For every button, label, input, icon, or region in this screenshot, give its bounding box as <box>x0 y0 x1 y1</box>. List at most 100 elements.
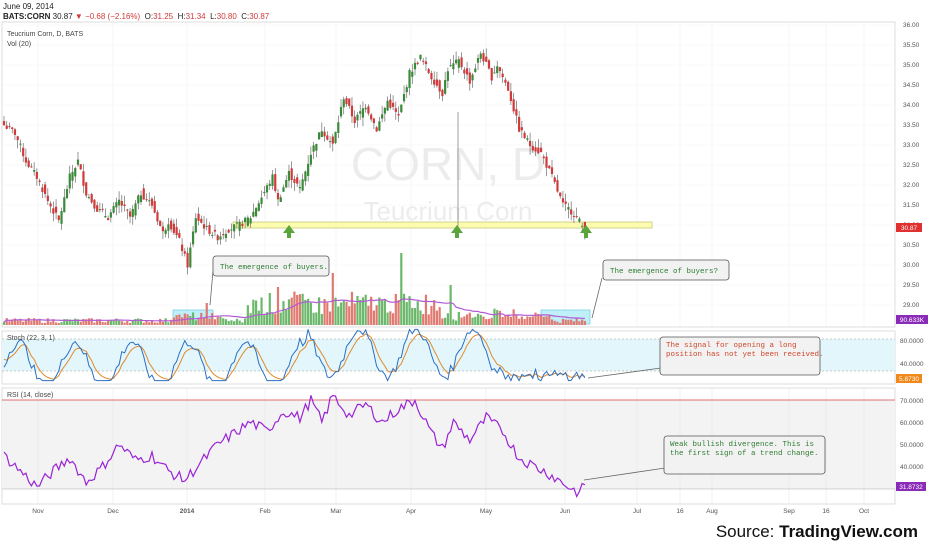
price-tick: 29.50 <box>903 282 920 289</box>
volume-bar <box>339 302 343 325</box>
vol-legend: Vol (20) <box>7 41 31 48</box>
volume-bar <box>430 306 433 325</box>
candle-body <box>572 215 576 217</box>
volume-bar <box>485 319 488 325</box>
candle-body <box>452 63 455 70</box>
candle-body <box>504 79 507 83</box>
volume-bar <box>276 287 280 325</box>
volume-bar <box>523 319 526 325</box>
candle-body <box>339 107 343 117</box>
callout-buyers-text: The emergence of buyers. <box>220 264 328 272</box>
candle-body <box>263 191 266 194</box>
volume-bar <box>194 320 197 325</box>
stoch-d-line <box>3 333 586 381</box>
candle-body <box>301 179 304 191</box>
volume-bar <box>120 321 123 325</box>
volume-bar <box>263 315 266 325</box>
volume-bar <box>249 313 252 325</box>
candle-body <box>427 69 430 74</box>
x-label-apr: Apr <box>406 508 417 515</box>
volume-bar <box>474 316 477 325</box>
volume-bar <box>548 315 551 325</box>
candle-body <box>260 197 263 204</box>
candle-body <box>375 127 378 132</box>
header-symbol: BATS:CORN <box>3 12 51 21</box>
candle-body <box>433 79 436 85</box>
candle-body <box>145 199 148 201</box>
source-name: TradingView.com <box>779 522 918 541</box>
volume-bar <box>76 319 80 325</box>
volume-bar <box>63 319 66 325</box>
candle-body <box>16 136 19 141</box>
rsi-tick-60: 60.0000 <box>900 420 924 427</box>
candle-body <box>96 205 99 212</box>
volume-bar <box>361 297 365 325</box>
candle-body <box>126 209 129 211</box>
candle-body <box>128 211 132 217</box>
volume-bar <box>274 313 277 325</box>
volume-bar <box>550 319 554 325</box>
rsi-tick-50: 50.0000 <box>900 442 924 449</box>
candle-body <box>545 156 548 168</box>
volume-bar <box>244 318 247 325</box>
volume-bar <box>200 312 203 325</box>
candle-body <box>274 174 277 191</box>
price-tick: 36.00 <box>903 22 920 29</box>
stoch-axis: 80.0000 40.0000 <box>900 338 924 368</box>
candle-body <box>328 141 332 143</box>
candle-body <box>498 67 502 72</box>
buy-arrow-3 <box>580 225 592 238</box>
header-open: 31.25 <box>153 12 174 21</box>
candle-body <box>479 53 482 59</box>
volume-bar <box>534 312 537 325</box>
candle-body <box>496 66 499 74</box>
candle-body <box>567 207 570 210</box>
candle-body <box>334 131 337 143</box>
volume-bar <box>13 318 17 325</box>
candle-body <box>35 171 38 179</box>
volume-bar <box>334 297 337 325</box>
candle-body <box>57 215 60 220</box>
volume-bar <box>444 317 447 325</box>
volume-bar <box>71 321 74 325</box>
candle-body <box>123 204 126 207</box>
price-tick: 35.00 <box>903 62 920 69</box>
x-axis: Nov Dec 2014 Feb Mar Apr May Jun Jul 16 … <box>32 508 869 515</box>
support-zone <box>232 221 653 229</box>
stoch-last-label: 5.8730 <box>896 374 922 383</box>
candle-body <box>290 168 293 180</box>
candle-body <box>164 229 167 234</box>
stoch-tick-80: 80.0000 <box>900 338 924 345</box>
volume-bar <box>438 307 441 325</box>
volume-bar <box>435 310 439 325</box>
candle-body <box>370 114 373 120</box>
volume-bar <box>268 292 271 325</box>
candle-body <box>526 138 529 140</box>
volume-bar <box>424 294 428 325</box>
volume-bar <box>27 318 30 325</box>
volume-bar <box>515 314 518 325</box>
volume-bar <box>578 321 581 325</box>
candle-body <box>515 109 518 116</box>
volume-bar <box>208 318 211 325</box>
volume-bar <box>537 313 540 325</box>
candle-body <box>331 136 334 144</box>
volume-bar <box>383 299 386 325</box>
candle-body <box>402 94 406 102</box>
candle-body <box>337 122 340 133</box>
volume-bar <box>44 322 47 325</box>
candle-body <box>509 91 512 102</box>
candle-body <box>282 187 285 192</box>
candle-body <box>159 220 162 226</box>
volume-bar <box>320 313 323 325</box>
volume-bar <box>507 314 510 325</box>
volume-bar <box>446 313 449 325</box>
volume-bar <box>490 317 493 325</box>
watermark-symbol: CORN, D <box>351 138 545 190</box>
x-label-may: May <box>480 508 493 515</box>
candle-body <box>485 56 488 62</box>
volume-bar <box>583 320 586 325</box>
volume-bar <box>386 312 389 325</box>
candle-body <box>490 68 493 81</box>
candle-body <box>156 212 159 222</box>
